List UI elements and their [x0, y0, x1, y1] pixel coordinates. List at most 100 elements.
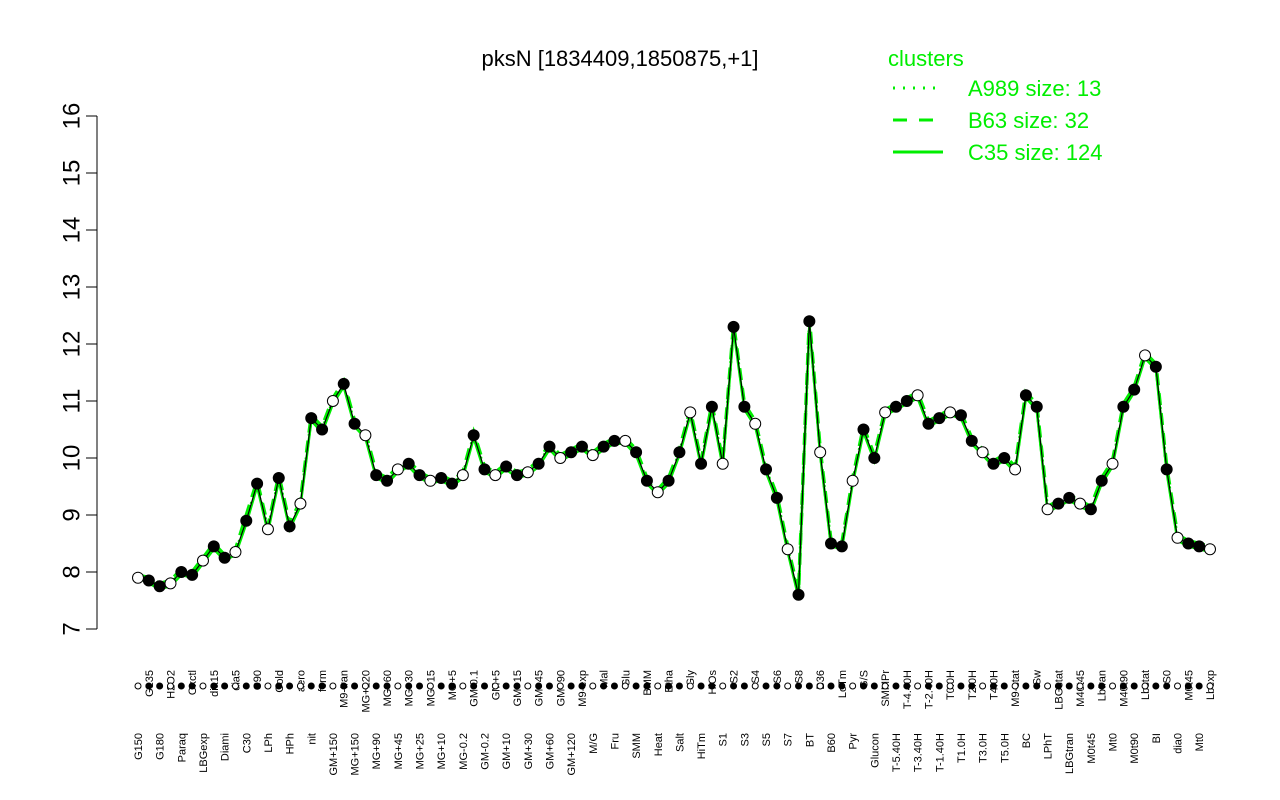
- data-point: [770, 491, 783, 504]
- data-point: [272, 471, 285, 484]
- data-point: [586, 449, 599, 462]
- x-marker: [416, 682, 424, 690]
- x-tick-label: Gly: [685, 670, 697, 687]
- data-point: [1019, 389, 1032, 402]
- data-point: [716, 457, 729, 470]
- x-marker: [351, 682, 359, 690]
- series-line-0: [137, 321, 1211, 596]
- data-point: [695, 457, 708, 470]
- x-marker: [816, 682, 824, 690]
- data-point: [337, 377, 350, 390]
- data-point: [251, 477, 264, 490]
- x-marker: [751, 682, 759, 690]
- x-tick-label: Glucon: [869, 733, 881, 768]
- data-point: [619, 434, 632, 447]
- x-marker: [134, 682, 142, 690]
- x-tick-label: GM+10: [501, 733, 513, 769]
- x-tick-label: Diami: [220, 733, 232, 761]
- data-point: [186, 568, 199, 581]
- x-marker: [1109, 682, 1117, 690]
- x-tick-label: SMM: [631, 733, 643, 759]
- series-line-1: [137, 318, 1211, 593]
- data-point: [510, 469, 523, 482]
- x-tick-label: S8: [794, 670, 806, 683]
- data-point: [391, 463, 404, 476]
- x-tick-label: M0t90: [1129, 733, 1141, 764]
- x-marker: [296, 682, 304, 690]
- data-point: [283, 520, 296, 533]
- series-line-2: [137, 323, 1211, 598]
- data-point: [781, 543, 794, 556]
- x-tick-label: T5.0H: [999, 733, 1011, 763]
- series-points: [132, 315, 1216, 601]
- x-marker: [1054, 682, 1062, 690]
- x-marker: [935, 682, 943, 690]
- x-marker: [340, 682, 348, 690]
- x-marker: [481, 682, 489, 690]
- x-marker: [556, 682, 564, 690]
- x-tick-label: GM+60: [544, 733, 556, 769]
- data-point: [803, 315, 816, 328]
- x-tick-label: Fru: [609, 733, 621, 750]
- x-tick-label: S2: [729, 670, 741, 683]
- x-marker: [524, 682, 532, 690]
- data-point: [1149, 360, 1162, 373]
- x-marker: [989, 682, 997, 690]
- data-point: [684, 406, 697, 419]
- x-marker: [643, 682, 651, 690]
- x-tick-label: BC: [1021, 733, 1033, 748]
- x-marker: [405, 682, 413, 690]
- x-marker: [221, 682, 229, 690]
- x-marker: [1152, 682, 1160, 690]
- x-marker: [1163, 682, 1171, 690]
- x-marker: [762, 682, 770, 690]
- x-marker: [632, 682, 640, 690]
- x-tick-label: MG+25: [415, 733, 427, 769]
- x-marker: [903, 682, 911, 690]
- x-tick-label: Mt0: [1108, 733, 1120, 751]
- x-tick-label: Mt0: [1194, 733, 1206, 751]
- x-tick-label: LBGtran: [1064, 733, 1076, 774]
- x-marker: [535, 682, 543, 690]
- x-tick-label: LPh: [263, 733, 275, 753]
- legend-entry: B63 size: 32: [968, 108, 1089, 133]
- data-point: [911, 389, 924, 402]
- data-point: [597, 440, 610, 453]
- x-tick-label: GM+150: [328, 733, 340, 776]
- legend-entry: C35 size: 124: [968, 140, 1103, 165]
- data-point: [521, 466, 534, 479]
- y-tick-label: 10: [58, 445, 85, 472]
- data-point: [500, 460, 513, 473]
- data-point: [294, 497, 307, 510]
- data-point: [814, 446, 827, 459]
- data-point: [1139, 349, 1152, 362]
- data-point: [1063, 491, 1076, 504]
- data-point: [868, 452, 881, 464]
- x-tick-label: BT: [804, 733, 816, 747]
- data-point: [305, 412, 318, 425]
- data-point: [153, 580, 166, 593]
- x-marker: [513, 682, 521, 690]
- x-marker: [589, 682, 597, 690]
- x-tick-label: M0t45: [1086, 733, 1098, 764]
- data-point: [554, 452, 567, 464]
- data-point: [749, 417, 762, 430]
- x-marker: [621, 682, 629, 690]
- data-point: [1117, 400, 1130, 413]
- data-point: [575, 440, 588, 453]
- x-marker: [502, 682, 510, 690]
- x-tick-label: Glu: [620, 670, 632, 687]
- data-point: [738, 400, 751, 413]
- x-marker: [459, 682, 467, 690]
- data-point: [142, 574, 155, 587]
- x-marker: [372, 682, 380, 690]
- x-marker: [275, 682, 283, 690]
- chart-title: pksN [1834409,1850875,+1]: [481, 46, 758, 71]
- x-tick-label: Oxctl: [187, 670, 199, 695]
- data-point: [196, 554, 209, 567]
- x-tick-label: GM+30: [523, 733, 535, 769]
- data-point: [673, 446, 686, 459]
- x-marker: [1119, 682, 1127, 690]
- x-marker: [686, 682, 694, 690]
- x-tick-label: dia0: [1173, 733, 1185, 754]
